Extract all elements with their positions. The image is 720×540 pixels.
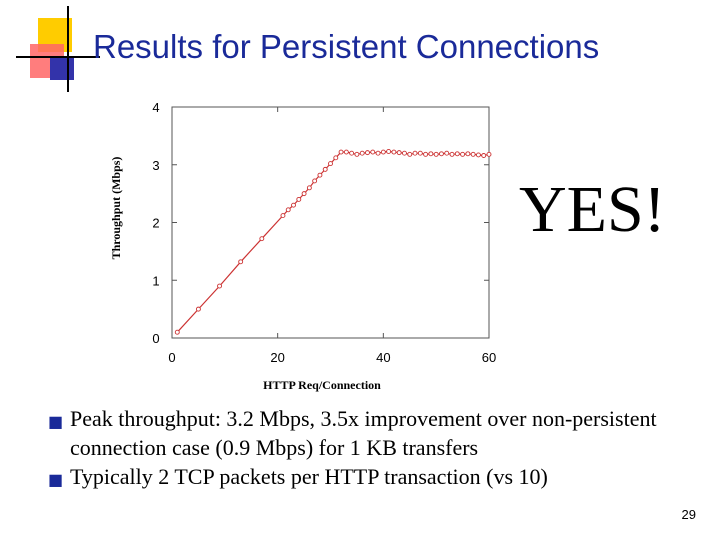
data-point <box>380 149 386 155</box>
data-point <box>375 150 381 156</box>
data-point <box>354 151 360 157</box>
page-number: 29 <box>681 507 696 522</box>
x-tick-label: 0 <box>168 350 175 365</box>
data-point <box>454 151 460 157</box>
data-point <box>301 191 307 197</box>
bullet-item: ■ Peak throughput: 3.2 Mbps, 3.5x improv… <box>48 404 688 462</box>
throughput-chart: 0 1 2 3 4 0 20 40 60 Throughput (Mbps) HTTP Req… <box>109 100 496 392</box>
data-point <box>423 151 429 157</box>
y-tick-label: 0 <box>152 331 159 346</box>
bullet-item: ■ Typically 2 TCP packets per HTTP trans… <box>48 462 688 491</box>
data-point <box>359 150 365 156</box>
data-point <box>238 259 244 265</box>
data-point <box>333 155 339 161</box>
x-axis-label: HTTP Req/Connection <box>263 378 381 392</box>
x-tick-label: 40 <box>376 350 390 365</box>
data-point <box>386 149 392 154</box>
data-point <box>470 151 476 157</box>
data-point <box>317 172 323 178</box>
data-point <box>486 151 492 157</box>
x-tick-group: 0 20 40 60 <box>168 107 496 365</box>
data-point <box>433 151 439 157</box>
data-point <box>407 151 413 157</box>
data-point <box>285 207 291 213</box>
data-point <box>391 149 397 155</box>
data-point <box>322 166 328 172</box>
x-tick-label: 20 <box>270 350 284 365</box>
data-point <box>475 152 481 158</box>
bullet-list: ■ Peak throughput: 3.2 Mbps, 3.5x improv… <box>48 404 688 491</box>
data-point <box>439 151 444 157</box>
bullet-text: Typically 2 TCP packets per HTTP transac… <box>70 464 548 489</box>
bullet-marker-icon: ■ <box>48 470 64 489</box>
slide-title: Results for Persistent Connections <box>93 28 600 65</box>
yes-callout: YES! <box>519 173 666 246</box>
blue-square <box>50 56 74 80</box>
data-point <box>312 178 318 184</box>
data-point <box>259 236 265 242</box>
data-point <box>396 150 402 156</box>
data-point <box>338 149 344 155</box>
bullet-text: Peak throughput: 3.2 Mbps, 3.5x improvem… <box>70 406 657 460</box>
data-point <box>280 213 286 219</box>
data-point <box>449 151 455 157</box>
data-point <box>428 151 434 157</box>
data-point <box>296 196 302 202</box>
corner-decoration <box>16 6 100 92</box>
data-point <box>306 185 312 191</box>
y-tick-label: 1 <box>152 273 159 288</box>
data-point <box>417 150 423 156</box>
data-point <box>349 150 355 156</box>
data-point <box>195 306 201 312</box>
data-point <box>343 149 349 155</box>
data-point <box>291 202 296 208</box>
y-tick-label: 2 <box>152 216 159 231</box>
plot-frame <box>171 106 490 339</box>
data-point <box>217 283 223 289</box>
data-point <box>412 150 418 156</box>
y-tick-label: 3 <box>152 158 159 173</box>
data-point <box>402 150 407 156</box>
bullet-marker-icon: ■ <box>48 412 64 431</box>
y-tick-label: 4 <box>152 100 159 115</box>
data-point <box>481 153 487 158</box>
data-point <box>370 149 376 155</box>
y-tick-group: 0 1 2 3 4 <box>152 100 489 346</box>
data-point <box>365 150 370 156</box>
data-point <box>465 151 471 157</box>
x-tick-label: 60 <box>482 350 496 365</box>
series-points <box>174 149 492 335</box>
data-point <box>460 151 466 157</box>
data-point <box>328 161 333 167</box>
y-axis-label: Throughput (Mbps) <box>109 157 123 260</box>
data-point <box>444 150 450 156</box>
data-point <box>174 329 180 335</box>
